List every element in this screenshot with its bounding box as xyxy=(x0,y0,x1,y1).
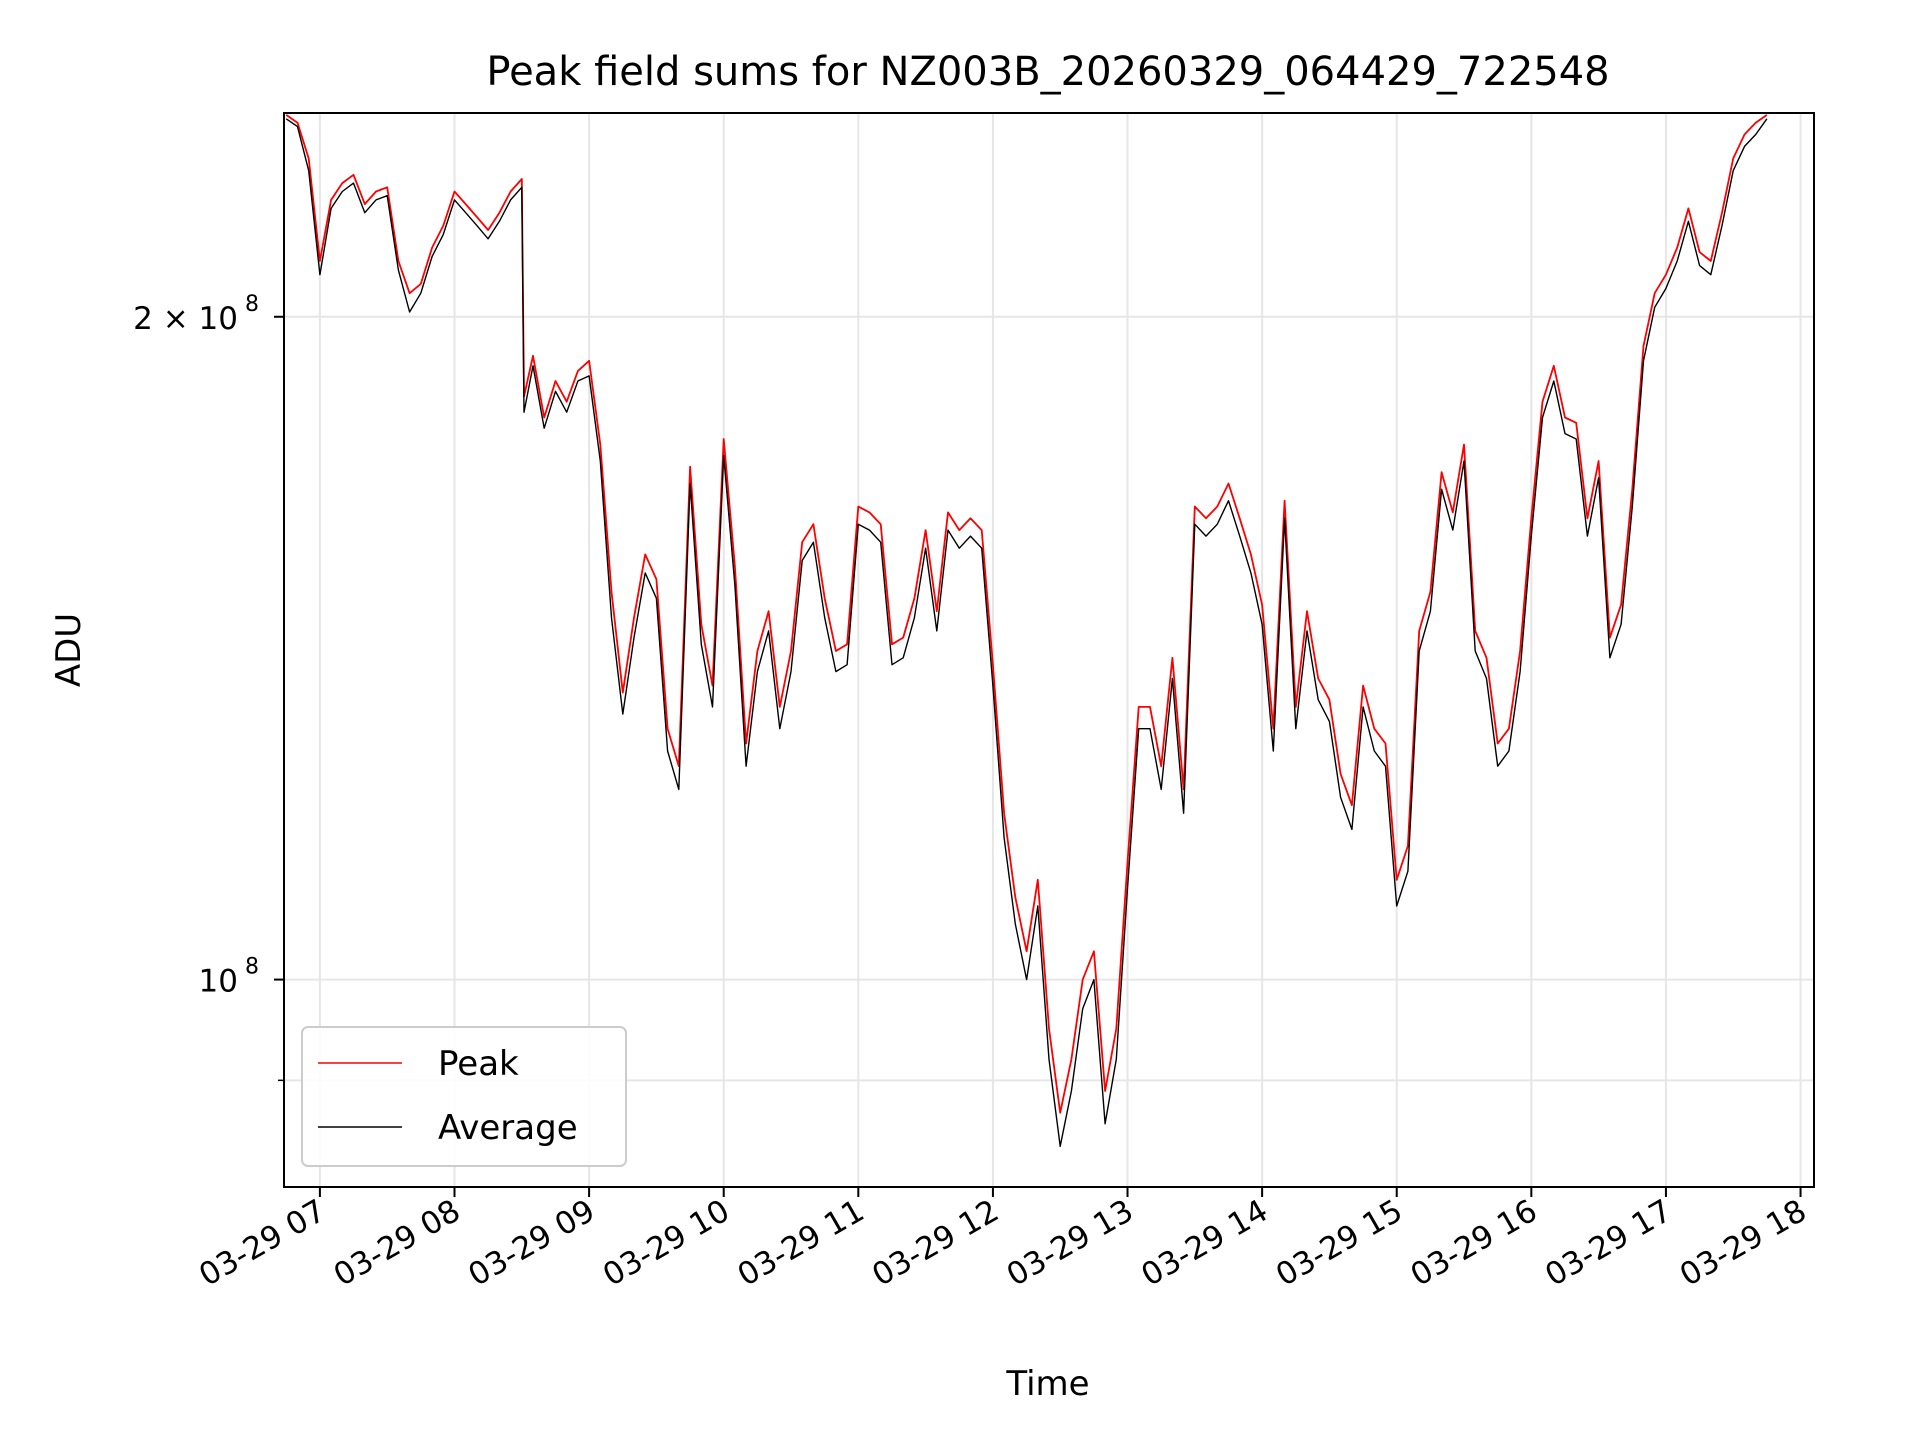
chart-title: Peak field sums for NZ003B_20260329_0644… xyxy=(486,49,1609,95)
grid xyxy=(284,113,1814,1187)
plot-lines xyxy=(285,114,1768,1148)
plot-frame xyxy=(283,112,1815,1188)
y-tick-label: 10 xyxy=(199,964,238,1000)
y-tick-label: 2 × 10 xyxy=(133,301,238,337)
legend-box xyxy=(301,1026,627,1167)
legend-label-average: Average xyxy=(438,1108,578,1148)
legend: Peak Average xyxy=(301,1026,627,1167)
y-tick-exponent: 8 xyxy=(245,292,259,317)
y-tick-exponent: 8 xyxy=(245,955,259,980)
y-axis-label: ADU xyxy=(49,613,89,687)
x-axis-label: Time xyxy=(1005,1364,1089,1404)
series-line-peak xyxy=(285,114,1768,1114)
legend-label-peak: Peak xyxy=(438,1044,519,1084)
y-ticks: 2 × 10 8 10 8 xyxy=(133,292,284,1082)
series-line-average xyxy=(285,118,1768,1148)
